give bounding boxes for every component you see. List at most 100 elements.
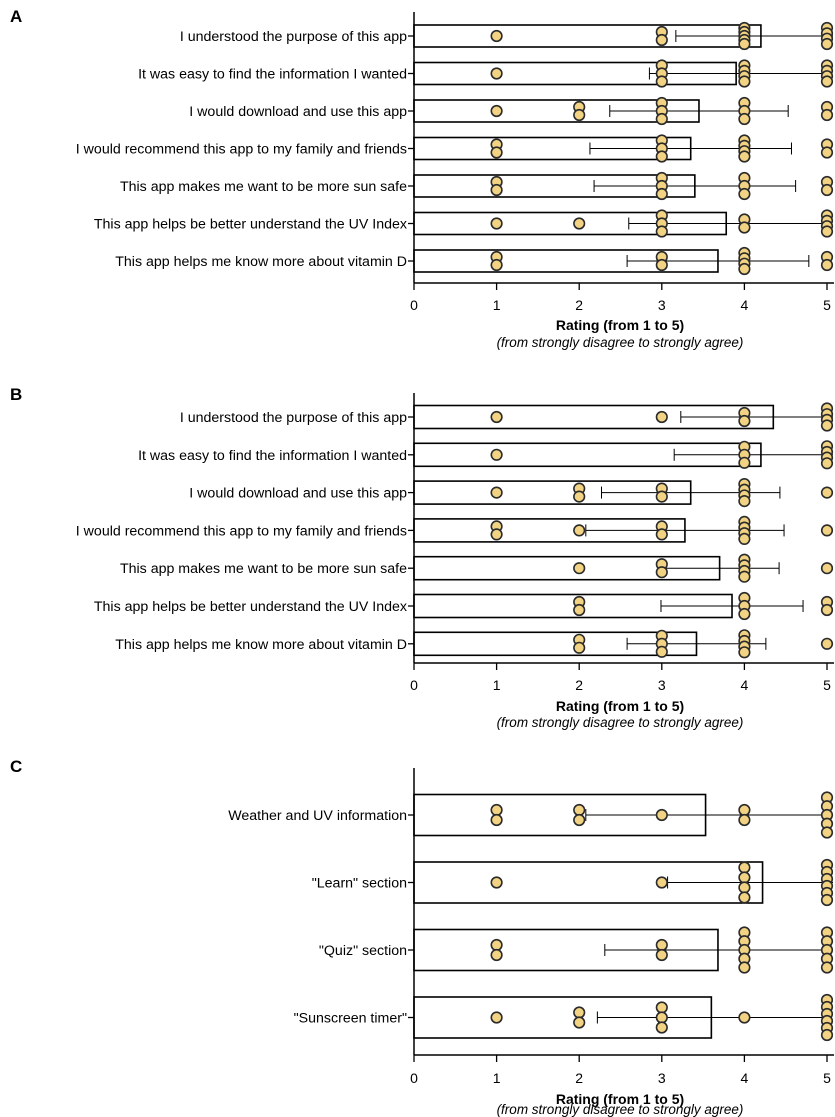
data-point [655, 1021, 668, 1034]
x-tick-label: 2 [575, 677, 583, 693]
x-tick-label: 0 [410, 297, 418, 313]
category-label: This app helps be better understand the … [94, 599, 407, 615]
data-point [490, 528, 503, 541]
data-point [738, 495, 751, 508]
x-tick-label: 1 [493, 677, 501, 693]
category-label: "Learn" section [312, 876, 407, 892]
data-point [738, 262, 751, 276]
data-point [738, 891, 751, 904]
x-axis-label: Rating (from 1 to 5) [556, 317, 684, 333]
data-point [490, 876, 503, 889]
data-point [490, 258, 503, 272]
category-label: Weather and UV information [228, 808, 407, 824]
panel-letter: A [10, 7, 22, 26]
data-point [820, 37, 834, 51]
data-point [820, 562, 834, 575]
data-point [490, 146, 503, 159]
data-point [738, 646, 751, 659]
data-point [820, 524, 834, 537]
data-point [490, 448, 503, 461]
data-point [820, 486, 834, 499]
category-label: It was easy to find the information I wa… [138, 448, 407, 464]
x-tick-label: 4 [741, 297, 749, 313]
data-point [738, 414, 751, 428]
bar-row: It was easy to find the information I wa… [138, 440, 834, 470]
bar-row: I would download and use this app [189, 478, 834, 508]
category-label: I would recommend this app to my family … [76, 523, 407, 539]
data-point [820, 419, 834, 432]
data-point [490, 948, 503, 962]
data-point [655, 876, 668, 889]
data-point [738, 871, 751, 884]
x-axis-label: Rating (from 1 to 5) [556, 1091, 684, 1107]
bar-row: "Learn" section [312, 858, 834, 907]
data-point [820, 457, 834, 470]
x-tick-label: 4 [741, 677, 749, 693]
x-axis-sublabel: (from strongly disagree to strongly agre… [497, 715, 744, 730]
data-point [655, 938, 668, 952]
x-tick-label: 1 [493, 297, 501, 313]
data-point [573, 217, 586, 230]
panel-c: C Weather and UV information "Learn" secti… [10, 757, 834, 1117]
bar-row: This app makes me want to be more sun sa… [120, 553, 834, 583]
data-point [738, 37, 751, 51]
data-point [573, 562, 586, 575]
data-point [820, 826, 834, 839]
data-point [820, 258, 834, 272]
x-tick-label: 5 [823, 1070, 831, 1086]
data-point [490, 1011, 503, 1024]
category-label: I would download and use this app [189, 104, 407, 120]
data-point [820, 603, 834, 617]
x-tick-label: 4 [741, 1070, 749, 1086]
x-tick-label: 0 [410, 1070, 418, 1086]
data-point [490, 803, 503, 817]
data-point [738, 961, 751, 974]
category-label: This app makes me want to be more sun sa… [120, 561, 407, 577]
data-point [490, 183, 503, 197]
data-point [820, 225, 834, 238]
data-point [655, 1001, 668, 1014]
data-point [738, 813, 751, 827]
bar-row: This app helps be better understand the … [94, 209, 834, 238]
data-point [490, 486, 503, 499]
category-label: I would download and use this app [189, 486, 407, 502]
category-label: "Quiz" section [319, 943, 407, 959]
data-point [655, 1011, 668, 1024]
category-label: This app helps be better understand the … [94, 217, 407, 233]
data-point [490, 410, 503, 424]
data-point [738, 456, 751, 469]
data-point [573, 813, 586, 827]
data-point [738, 570, 751, 583]
panel-a: A I understood the purpose of this app It … [10, 7, 834, 350]
bar-row: "Quiz" section [319, 926, 834, 974]
data-point [490, 813, 503, 827]
data-point [655, 112, 668, 126]
category-label: "Sunscreen timer" [294, 1011, 407, 1027]
data-point [738, 150, 751, 163]
data-point [655, 187, 668, 201]
bar-row: I would recommend this app to my family … [76, 134, 834, 163]
data-point [820, 961, 834, 974]
data-point [655, 528, 668, 541]
panel-letter: B [10, 385, 22, 404]
bar-row: This app helps be better understand the … [94, 591, 834, 621]
bar-row: This app makes me want to be more sun sa… [120, 171, 834, 201]
data-point [655, 75, 668, 88]
data-point [573, 490, 586, 503]
data-point [655, 566, 668, 579]
data-point [573, 524, 586, 537]
data-point [655, 808, 668, 822]
x-tick-label: 0 [410, 677, 418, 693]
data-point [820, 75, 834, 88]
data-point [573, 1006, 586, 1019]
panel-letter: C [10, 757, 22, 776]
bar-row: I understood the purpose of this app [180, 402, 834, 432]
data-point [655, 410, 668, 424]
data-point [573, 803, 586, 817]
x-tick-label: 1 [493, 1070, 501, 1086]
category-label: It was easy to find the information I wa… [138, 67, 407, 83]
category-label: I understood the purpose of this app [180, 29, 407, 45]
data-point [490, 67, 503, 80]
data-point [490, 938, 503, 952]
